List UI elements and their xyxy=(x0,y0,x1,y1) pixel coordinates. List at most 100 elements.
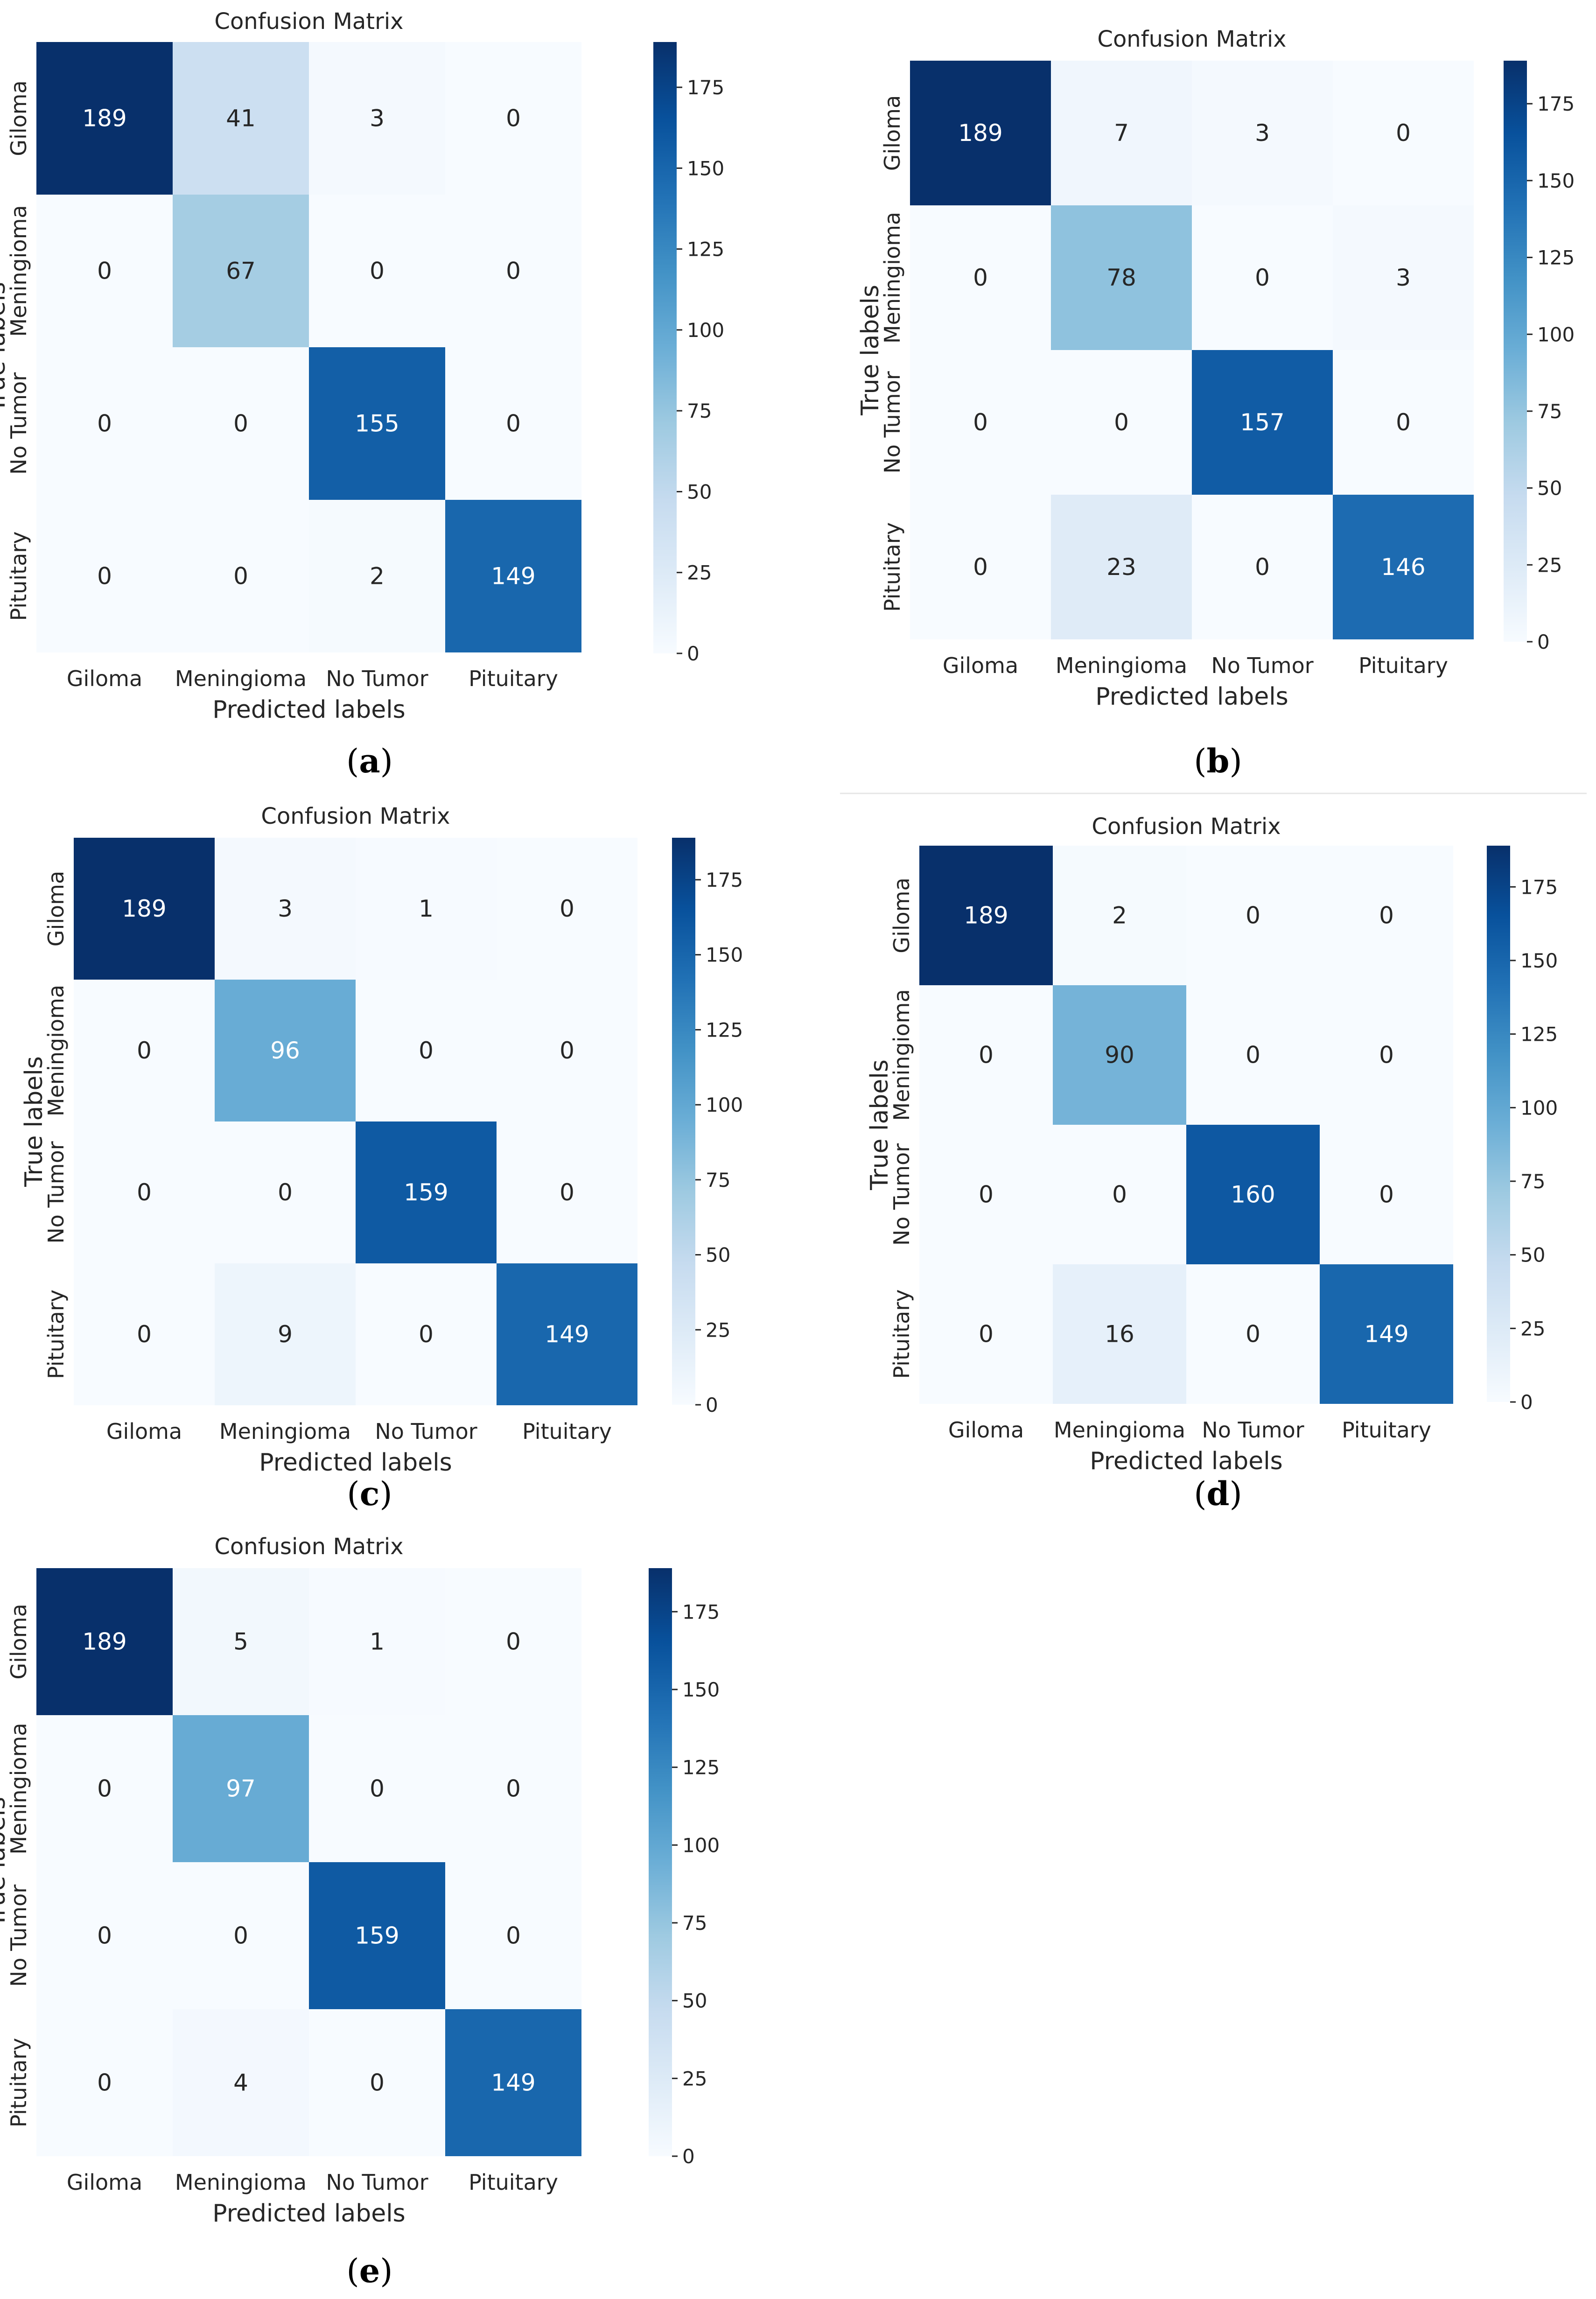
heatmap-cell xyxy=(497,838,637,980)
y-tick-label: Giloma xyxy=(880,95,905,171)
heatmap-cell xyxy=(910,495,1051,639)
colorbar-tick-label: 150 xyxy=(687,157,724,180)
colorbar-tick-label: 100 xyxy=(682,1834,720,1857)
heatmap-cell xyxy=(173,195,309,347)
y-tick-label: Meningioma xyxy=(880,212,905,343)
heatmap-cell xyxy=(309,1862,445,2009)
heatmap-cell xyxy=(1053,985,1186,1125)
heatmap-cell xyxy=(1186,846,1320,985)
colorbar-tick-label: 150 xyxy=(1520,949,1558,972)
heatmap-cell xyxy=(445,195,581,347)
y-axis-label: True labels xyxy=(20,1056,48,1187)
cell-value-label: 189 xyxy=(964,902,1008,929)
heatmap-cell xyxy=(445,1715,581,1862)
heatmap-cell xyxy=(919,1125,1053,1264)
colorbar-tick-label: 25 xyxy=(687,561,712,584)
cell-value-label: 0 xyxy=(97,410,112,437)
x-tick-label: Giloma xyxy=(943,653,1018,678)
x-tick-label: Meningioma xyxy=(1054,1417,1185,1443)
cell-value-label: 0 xyxy=(560,895,574,922)
cell-value-label: 0 xyxy=(370,2069,385,2096)
cell-value-label: 0 xyxy=(370,1775,385,1802)
panel-b: Confusion Matrix 189 7 3 0 0 78 0 3 0 0 157 0 0 23 0 146… xyxy=(856,26,1575,780)
cell-value-label: 0 xyxy=(1396,409,1411,436)
cell-value-label: 189 xyxy=(122,895,166,922)
heatmap-cell xyxy=(1053,1264,1186,1404)
cell-value-label: 4 xyxy=(233,2069,248,2096)
cell-value-label: 0 xyxy=(1114,409,1129,436)
colorbar-tick-label: 100 xyxy=(1537,323,1575,346)
heatmap-cell xyxy=(173,347,309,500)
heatmap-cell xyxy=(1051,350,1192,495)
heatmap-cell xyxy=(497,980,637,1121)
heatmap-cell xyxy=(356,980,497,1121)
colorbar-tick-label: 75 xyxy=(687,400,712,422)
heatmap-cell xyxy=(910,205,1051,350)
colorbar-tick-label: 50 xyxy=(687,480,712,503)
y-tick-label: No Tumor xyxy=(889,1143,914,1246)
cell-value-label: 160 xyxy=(1231,1181,1275,1208)
panel-label: (e) xyxy=(346,2251,392,2290)
heatmap-cell xyxy=(1192,205,1333,350)
heatmap-cell xyxy=(1192,61,1333,205)
y-tick-label: No Tumor xyxy=(6,1885,31,1987)
colorbar-tick-label: 0 xyxy=(706,1394,718,1416)
cell-value-label: 0 xyxy=(560,1179,574,1206)
heatmap-cell xyxy=(910,350,1051,495)
colorbar-tick-label: 0 xyxy=(687,642,700,665)
y-tick-label: Pituitary xyxy=(6,2038,31,2128)
heatmap-cell xyxy=(1186,1125,1320,1264)
y-tick-label: Meningioma xyxy=(6,1723,31,1854)
cell-value-label: 157 xyxy=(1240,409,1284,436)
colorbar-tick-label: 175 xyxy=(706,869,743,891)
heatmap-cell xyxy=(1186,985,1320,1125)
colorbar-tick-label: 125 xyxy=(1520,1023,1558,1046)
heatmap-cell xyxy=(1053,846,1186,985)
colorbar-tick-label: 100 xyxy=(1520,1096,1558,1119)
colorbar-tick-label: 0 xyxy=(1520,1391,1533,1414)
x-axis-label: Predicted labels xyxy=(212,696,406,724)
y-tick-label: Pituitary xyxy=(6,532,31,621)
cell-value-label: 0 xyxy=(979,1181,994,1208)
heatmap-cell xyxy=(173,1715,309,1862)
colorbar-tick-label: 175 xyxy=(687,76,724,99)
cell-value-label: 0 xyxy=(278,1179,293,1206)
cell-value-label: 96 xyxy=(270,1037,300,1064)
cell-value-label: 0 xyxy=(1396,119,1411,147)
cell-value-label: 1 xyxy=(370,1628,385,1655)
heatmap-cell xyxy=(1192,350,1333,495)
colorbar-tick-label: 75 xyxy=(1537,400,1562,423)
heatmap-cell xyxy=(356,1263,497,1405)
heatmap-cell xyxy=(309,500,445,652)
x-tick-label: Giloma xyxy=(106,1419,182,1444)
y-axis-label: True labels xyxy=(866,1059,894,1191)
y-tick-label: No Tumor xyxy=(43,1141,69,1243)
cell-value-label: 23 xyxy=(1106,554,1136,581)
cell-value-label: 0 xyxy=(979,1321,994,1348)
colorbar-tick-label: 175 xyxy=(1537,92,1575,115)
cell-value-label: 0 xyxy=(137,1321,152,1348)
heatmap-cell xyxy=(445,347,581,500)
cell-value-label: 0 xyxy=(370,258,385,285)
cell-value-label: 0 xyxy=(137,1179,152,1206)
cell-value-label: 0 xyxy=(1255,264,1270,291)
heatmap-cell xyxy=(74,1121,215,1263)
colorbar xyxy=(672,838,695,1405)
cell-value-label: 159 xyxy=(404,1179,448,1206)
y-tick-label: Giloma xyxy=(6,80,31,156)
y-tick-label: No Tumor xyxy=(880,371,905,473)
heatmap-cell xyxy=(1320,846,1453,985)
chart-title: Confusion Matrix xyxy=(1092,813,1281,840)
colorbar-tick-label: 0 xyxy=(682,2145,695,2168)
heatmap-cell xyxy=(445,1862,581,2009)
heatmap-cell xyxy=(1192,495,1333,639)
heatmap-cell xyxy=(1333,61,1474,205)
cell-value-label: 2 xyxy=(370,563,385,590)
heatmap-cell xyxy=(36,500,173,652)
cell-value-label: 0 xyxy=(233,563,248,590)
cell-value-label: 0 xyxy=(1246,902,1260,929)
x-axis-label: Predicted labels xyxy=(1095,683,1288,711)
colorbar-tick-label: 50 xyxy=(706,1244,730,1267)
